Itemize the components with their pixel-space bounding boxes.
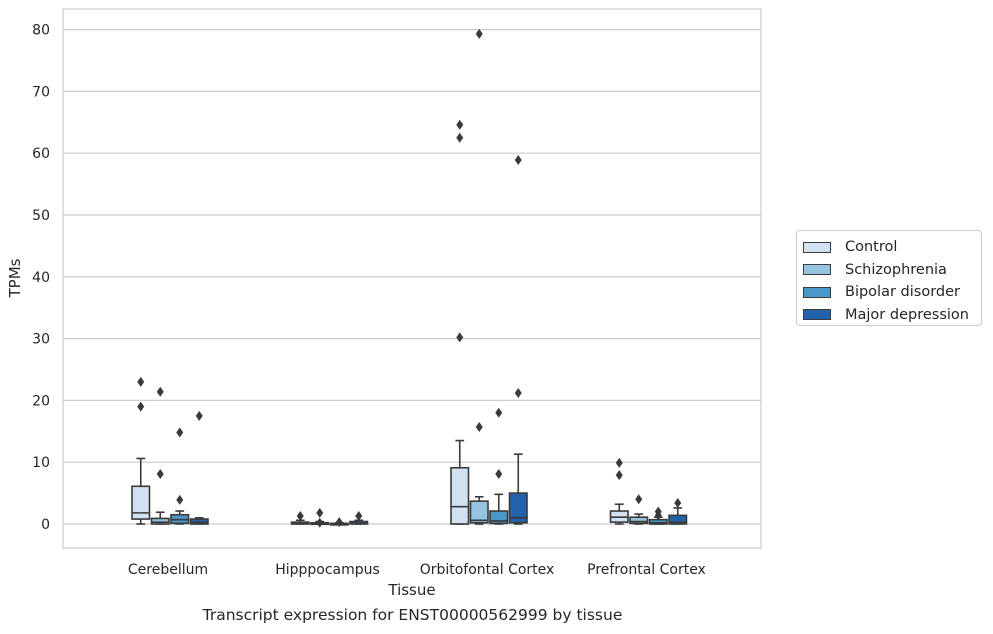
y-tick-label: 0 (41, 517, 50, 533)
outlier-point (674, 497, 682, 508)
box-iqr (450, 466, 470, 525)
box-plot-marks (131, 28, 688, 528)
chart-caption: Transcript expression for ENST0000056299… (202, 606, 623, 624)
box-schizophrenia (310, 507, 330, 528)
outlier-point (654, 506, 662, 517)
y-tick-label: 40 (32, 270, 50, 286)
box-major-depression (349, 510, 369, 525)
outlier-point (495, 468, 503, 479)
legend-item-bipolar-disorder: Bipolar disorder (803, 281, 981, 304)
outlier-point (615, 457, 623, 468)
outlier-point (456, 119, 464, 130)
outlier-point (475, 421, 483, 432)
box-control (131, 376, 151, 525)
legend-label: Bipolar disorder (845, 284, 960, 301)
box-schizophrenia (150, 386, 170, 525)
box-bipolar-disorder (489, 407, 509, 525)
box-major-depression (189, 410, 209, 525)
x-tick-labels: Cerebellum Hipppocampus Orbitofontal Corte… (128, 562, 706, 578)
x-tick-label: Prefrontal Cortex (587, 562, 706, 578)
box-control (450, 119, 470, 525)
outlier-point (335, 517, 343, 528)
legend-swatch (803, 286, 831, 298)
outlier-point (635, 494, 643, 505)
outlier-point (296, 510, 304, 521)
outlier-point (156, 386, 164, 397)
box-schizophrenia (629, 494, 649, 525)
y-tick-label: 70 (32, 84, 50, 100)
y-tick-label: 30 (32, 332, 50, 348)
y-tick-labels: 0 10 20 30 40 50 60 70 80 (32, 23, 50, 533)
y-axis-label: TPMs (6, 258, 24, 298)
y-tick-label: 10 (32, 455, 50, 471)
outlier-point (514, 387, 522, 398)
y-tick-label: 60 (32, 146, 50, 162)
y-tick-label: 20 (32, 393, 50, 409)
outlier-point (176, 427, 184, 438)
outlier-point (316, 507, 324, 518)
box-iqr (150, 517, 170, 525)
box-bipolar-disorder (329, 517, 349, 528)
legend-swatch (803, 309, 831, 321)
box-major-depression (668, 497, 688, 525)
legend-swatch (803, 264, 831, 276)
outlier-point (176, 494, 184, 505)
outlier-point (475, 28, 483, 39)
y-tick-label: 80 (32, 23, 50, 39)
box-iqr (668, 514, 688, 525)
x-tick-label: Orbitofontal Cortex (420, 562, 555, 578)
x-tick-label: Cerebellum (128, 562, 208, 578)
box-iqr (469, 500, 489, 524)
legend-item-schizophrenia: Schizophrenia (803, 259, 981, 282)
x-tick-label: Hipppocampus (275, 562, 380, 578)
box-iqr (629, 516, 649, 525)
legend-item-major-depression: Major depression (803, 304, 981, 327)
x-axis-label: Tissue (387, 581, 435, 599)
box-bipolar-disorder (648, 506, 668, 525)
outlier-point (514, 154, 522, 165)
outlier-point (456, 132, 464, 143)
outlier-point (355, 510, 363, 521)
outlier-point (137, 376, 145, 387)
outlier-point (456, 332, 464, 343)
box-major-depression (508, 154, 528, 525)
box-iqr (131, 485, 151, 520)
box-bipolar-disorder (170, 427, 190, 525)
legend-label: Major depression (845, 306, 969, 323)
box-control (609, 457, 629, 525)
legend-label: Control (845, 239, 898, 256)
legend: Control Schizophrenia Bipolar disorder M… (796, 230, 982, 326)
outlier-point (195, 410, 203, 421)
plot-frame (62, 8, 762, 549)
outlier-point (615, 470, 623, 481)
outlier-point (156, 468, 164, 479)
outlier-point (495, 407, 503, 418)
y-tick-label: 50 (32, 208, 50, 224)
legend-item-control: Control (803, 236, 981, 259)
outlier-point (316, 517, 324, 528)
grid-lines (63, 29, 761, 525)
legend-swatch (803, 241, 831, 253)
outlier-point (137, 401, 145, 412)
box-control (290, 510, 310, 525)
box-iqr (508, 492, 528, 524)
box-schizophrenia (469, 28, 489, 525)
legend-label: Schizophrenia (845, 261, 947, 278)
